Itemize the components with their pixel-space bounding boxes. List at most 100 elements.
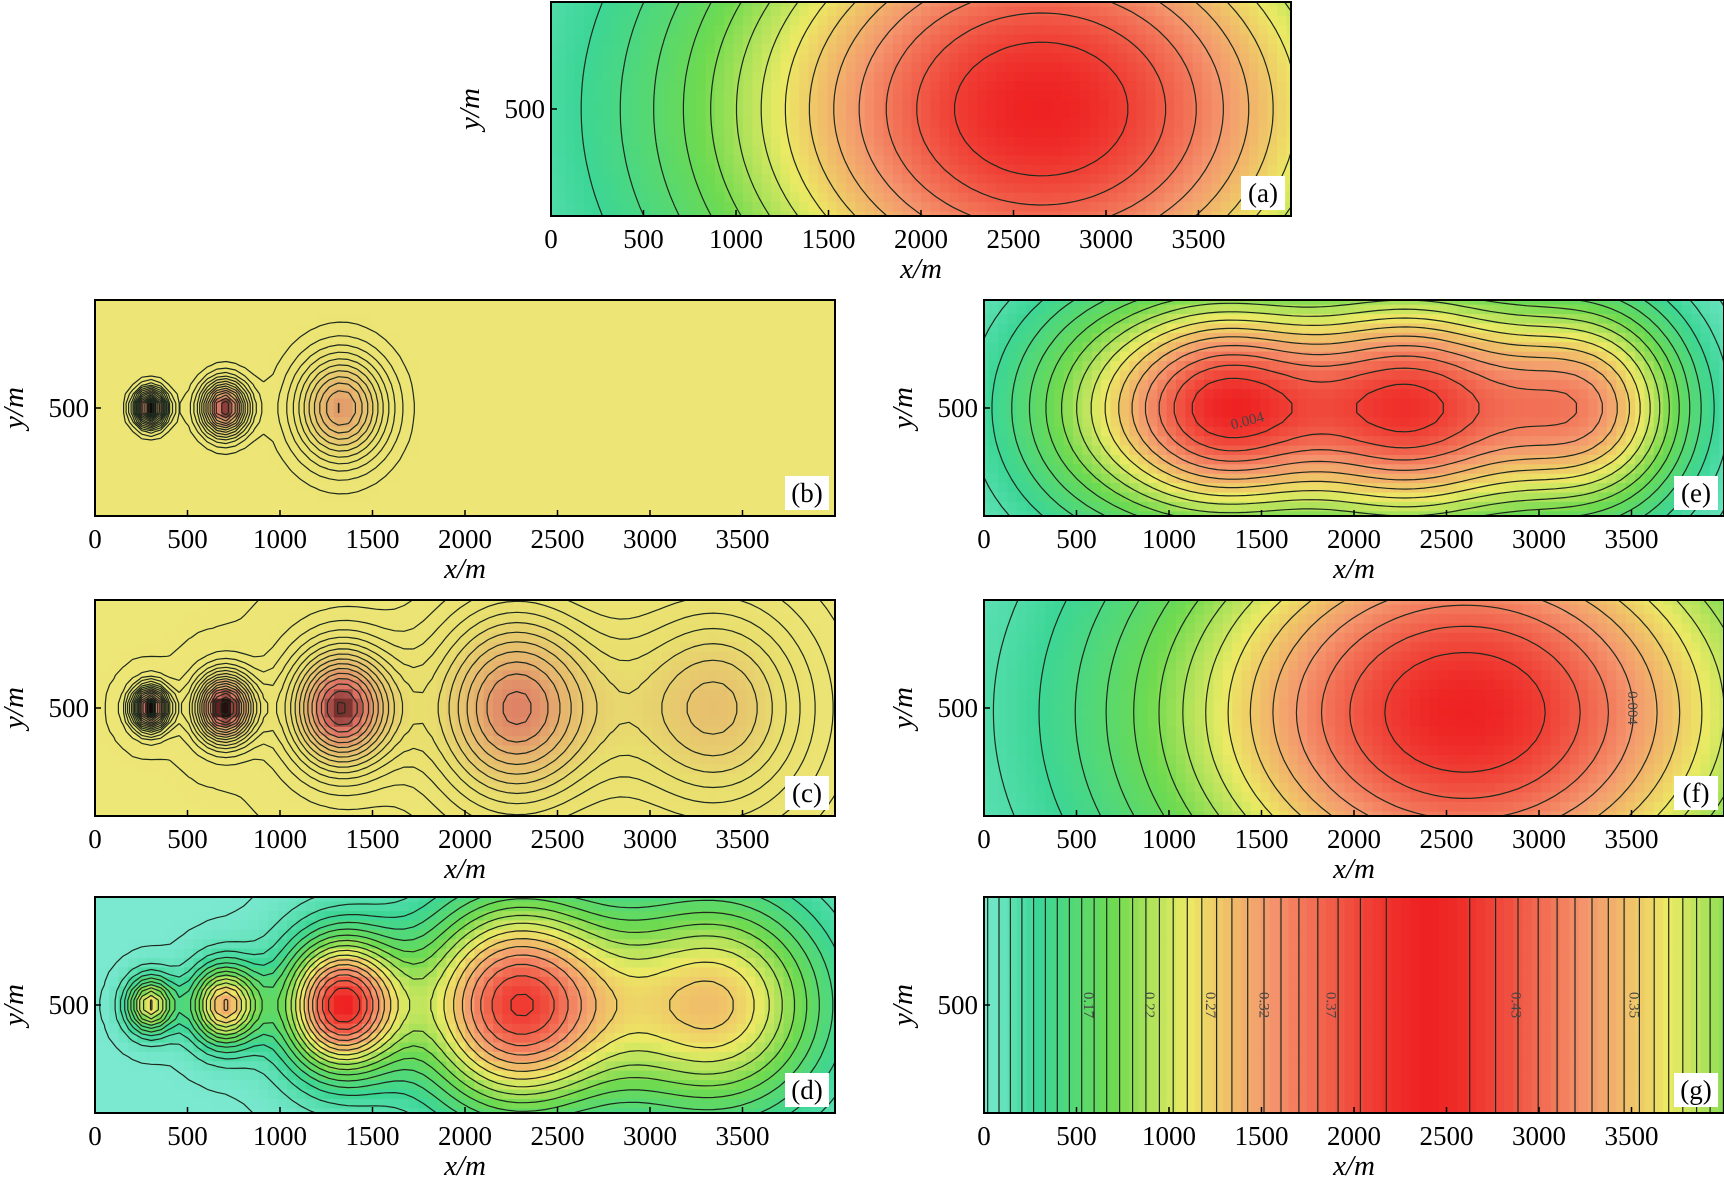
x-tick-label: 2500 xyxy=(531,1121,585,1151)
contour-line xyxy=(1011,300,1702,516)
x-tick-label: 2000 xyxy=(1327,1121,1381,1151)
x-tick-label: 2000 xyxy=(438,524,492,554)
panel-tag: (b) xyxy=(791,478,822,508)
y-axis-label: y/m xyxy=(887,984,919,1029)
x-tick-label: 1000 xyxy=(253,524,307,554)
contour-line xyxy=(214,938,734,1072)
panel-tag-bg xyxy=(785,476,829,510)
contour-line xyxy=(137,672,549,744)
x-tick-label: 1500 xyxy=(346,824,400,854)
contour-line xyxy=(735,2,771,216)
x-tick-label: 3000 xyxy=(1512,524,1566,554)
contour-label: 0.004 xyxy=(1624,691,1640,725)
panel-tag: (c) xyxy=(792,778,822,808)
contour-line xyxy=(760,2,1291,216)
contour-line xyxy=(134,370,374,446)
panel-d: 0 500 1000 1500 2000 2500 3000 3500 500 x/m y/m (d) xyxy=(0,896,836,1182)
y-tick-label: 500 xyxy=(49,693,90,723)
x-axis-label: x/m xyxy=(443,853,486,885)
contour-line xyxy=(619,2,645,216)
contour-line xyxy=(1349,625,1581,799)
contour-line xyxy=(135,650,572,766)
contour-line xyxy=(1317,897,1539,1113)
x-tick-label: 0 xyxy=(544,224,558,254)
x-tick-label: 1000 xyxy=(1142,824,1196,854)
contour-line xyxy=(143,922,770,1088)
x-tick-label: 2500 xyxy=(1420,524,1474,554)
contour-line xyxy=(1247,897,1609,1113)
x-tick-label: 3500 xyxy=(1605,524,1659,554)
x-tick-label: 1500 xyxy=(346,524,400,554)
x-tick-label: 1500 xyxy=(1235,1121,1289,1151)
x-axis-label: x/m xyxy=(1332,853,1375,885)
contour-line xyxy=(128,344,396,472)
x-tick-label: 2000 xyxy=(1327,524,1381,554)
contour-line xyxy=(1145,897,1711,1113)
contour-line xyxy=(858,2,1224,216)
contour-line xyxy=(119,897,835,1113)
contour-line xyxy=(140,394,236,422)
contour-line xyxy=(580,2,604,216)
contour-label: 0.43 xyxy=(1507,992,1523,1018)
x-tick-label: 1500 xyxy=(346,1121,400,1151)
contour-line xyxy=(653,2,680,216)
y-axis-label: y/m xyxy=(454,88,486,133)
y-tick-label: 500 xyxy=(49,393,90,423)
contour-line xyxy=(1105,600,1140,816)
contour-line xyxy=(1158,897,1698,1113)
x-tick-label: 2500 xyxy=(1420,824,1474,854)
contour-line xyxy=(144,398,229,418)
contour-line xyxy=(223,946,597,1064)
x-tick-label: 500 xyxy=(1056,524,1097,554)
x-axis-label: x/m xyxy=(1332,553,1375,585)
x-tick-label: 3500 xyxy=(716,824,770,854)
x-tick-label: 2000 xyxy=(438,1121,492,1151)
contour-line xyxy=(137,382,363,434)
contour-line xyxy=(131,621,773,795)
x-tick-label: 1500 xyxy=(802,224,856,254)
contour-label: 0.32 xyxy=(1256,992,1272,1018)
panel-a: 0 500 1000 1500 2000 2500 3000 3500 500 x/m y/m (a) xyxy=(454,1,1292,285)
panel-tag: (a) xyxy=(1248,178,1278,208)
contour-line xyxy=(1205,600,1724,816)
panel-b-field xyxy=(95,300,835,516)
contour-line xyxy=(1074,600,1106,816)
x-tick-label: 3500 xyxy=(1605,1121,1659,1151)
contour-line xyxy=(1045,300,1680,516)
x-tick-label: 1000 xyxy=(253,1121,307,1151)
x-tick-label: 1000 xyxy=(1142,1121,1196,1151)
x-tick-label: 3000 xyxy=(623,824,677,854)
contour-label: 0.35 xyxy=(1626,992,1642,1018)
contour-line xyxy=(1231,897,1625,1113)
contour-line xyxy=(322,975,555,1035)
x-tick-label: 1000 xyxy=(1142,524,1196,554)
contour-line xyxy=(133,641,738,775)
contour-line xyxy=(1201,897,1655,1113)
panel-tag: (g) xyxy=(1680,1075,1711,1105)
x-tick-label: 2500 xyxy=(531,824,585,854)
contour-line xyxy=(139,914,783,1096)
y-axis-label: y/m xyxy=(0,387,30,432)
contour-line xyxy=(1249,600,1681,816)
contour-line xyxy=(1173,364,1480,452)
contour-line xyxy=(133,364,379,452)
contour-line xyxy=(1216,897,1640,1113)
contour-line xyxy=(992,600,1019,816)
contour-line xyxy=(784,2,1291,216)
contour-line xyxy=(833,2,1250,216)
contour-line xyxy=(127,600,801,816)
contour-line xyxy=(885,2,1197,216)
x-tick-label: 0 xyxy=(977,524,991,554)
contour-line xyxy=(136,906,796,1104)
x-tick-label: 500 xyxy=(167,524,208,554)
panel-c: 0 500 1000 1500 2000 2500 3000 3500 500 x/m y/m (c) xyxy=(0,599,836,885)
contour-line xyxy=(130,897,820,1113)
contour-line xyxy=(1272,600,1658,816)
x-tick-label: 2000 xyxy=(894,224,948,254)
contour-line xyxy=(146,400,156,416)
contour-line xyxy=(1104,317,1641,499)
contour-line xyxy=(140,683,364,733)
contour-line xyxy=(132,358,384,458)
